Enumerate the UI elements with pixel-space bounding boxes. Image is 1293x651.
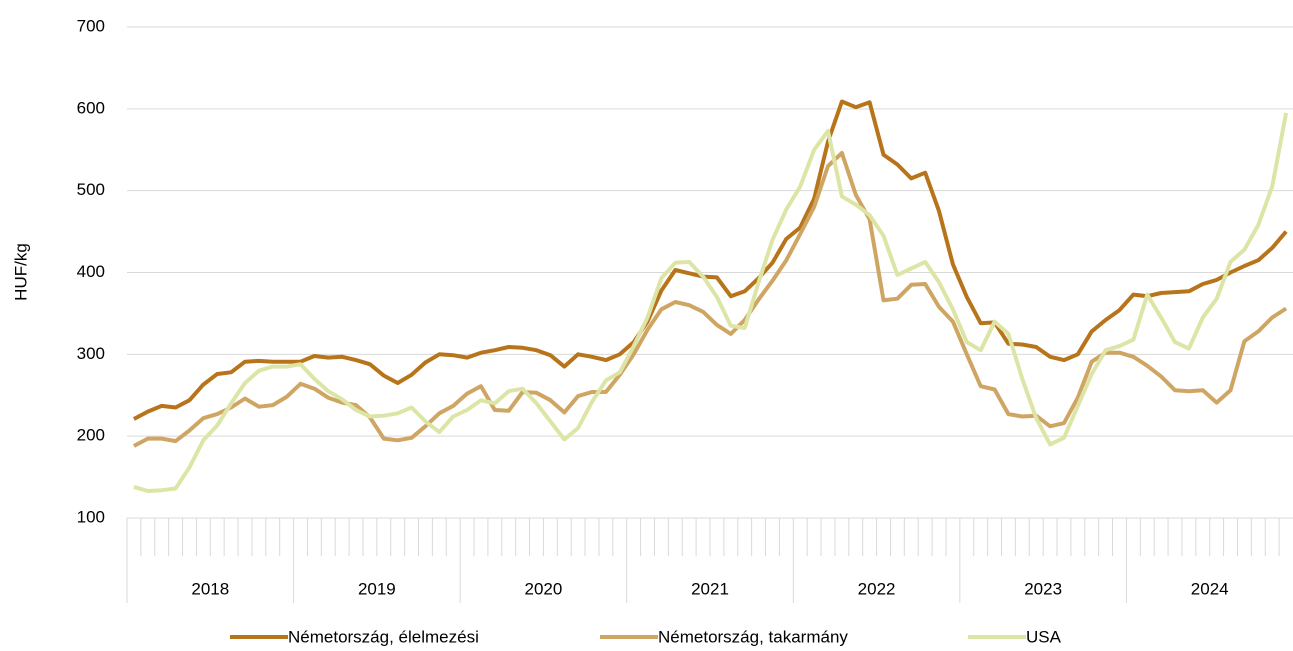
legend-label: Németország, takarmány — [658, 627, 848, 646]
x-tick-label: 2018 — [191, 579, 229, 598]
legend-label: USA — [1026, 627, 1062, 646]
x-tick-label: 2020 — [525, 579, 563, 598]
series-line — [132, 151, 1288, 448]
y-tick-label: 500 — [77, 180, 105, 199]
x-tick-label: 2021 — [691, 579, 729, 598]
y-tick-label: 300 — [77, 344, 105, 363]
x-tick-label: 2019 — [358, 579, 396, 598]
x-tick-label: 2022 — [858, 579, 896, 598]
y-tick-label: 400 — [77, 262, 105, 281]
x-tick-label: 2023 — [1024, 579, 1062, 598]
series-line — [133, 112, 1289, 493]
x-tick-label: 2024 — [1191, 579, 1229, 598]
y-tick-label: 100 — [77, 507, 105, 526]
y-tick-label: 600 — [77, 98, 105, 117]
y-tick-label: 200 — [77, 426, 105, 445]
series-line — [132, 99, 1288, 421]
y-axis-label: HUF/kg — [11, 243, 30, 301]
legend-label: Németország, élelmezési — [288, 627, 479, 646]
y-tick-label: 700 — [77, 16, 105, 35]
